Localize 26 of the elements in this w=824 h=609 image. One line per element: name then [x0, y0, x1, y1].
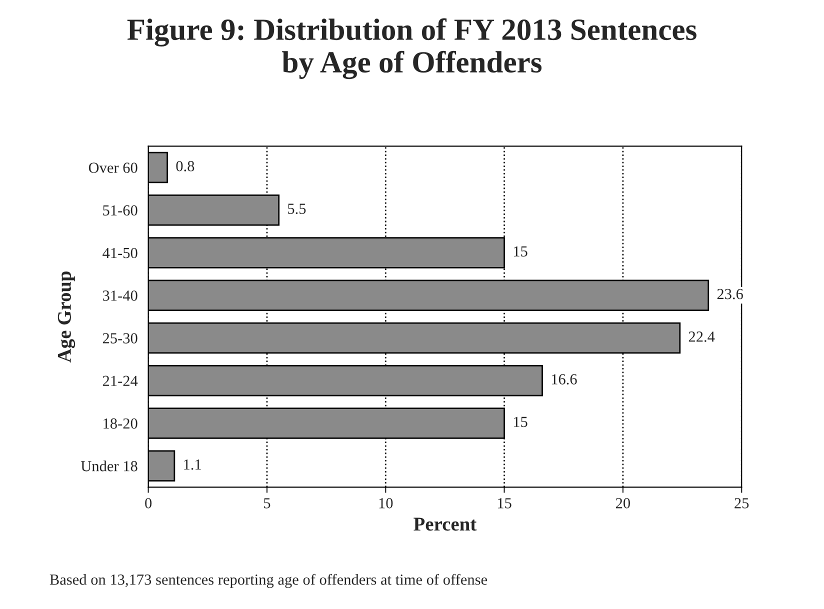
y-tick-label: 21-24 [102, 376, 138, 386]
y-tick-label: 51-60 [103, 205, 138, 216]
y-tick-label: Over 60 [88, 162, 138, 173]
data-label: 23.6 [717, 288, 743, 300]
text: Based on 13,173 sentences reporting age of offenders at time of offense [50, 574, 488, 588]
x-tick-label: 0 [145, 498, 152, 508]
x-tick-label: 10 [379, 498, 393, 508]
data-label: 1.1 [184, 459, 201, 470]
y-tick-label: 31-40 [102, 290, 138, 301]
data-label: 22.4 [688, 332, 715, 342]
y-tick-label: 18-20 [104, 418, 138, 429]
data-label: 5.5 [288, 204, 306, 214]
chart-title: Figure 9: Distribution of FY 2013 Sentences by Age of Offenders [127, 18, 696, 80]
y-tick-label: 41-50 [102, 248, 138, 258]
data-label: 0.8 [176, 160, 194, 172]
data-label: 15 [514, 416, 528, 428]
x-tick-label: 20 [616, 498, 630, 508]
y-tick-label: Under 18 [80, 460, 138, 472]
data-label: 16.6 [552, 374, 577, 385]
y-tick-label: 25-30 [102, 333, 138, 344]
x-tick-label: 15 [498, 498, 512, 508]
x-tick-label: 5 [264, 498, 270, 508]
x-axis-title: Percent [414, 518, 477, 531]
y-axis-title: Age Group [58, 271, 76, 362]
x-tick-label: 25 [734, 498, 749, 508]
data-label: 15 [514, 246, 528, 257]
